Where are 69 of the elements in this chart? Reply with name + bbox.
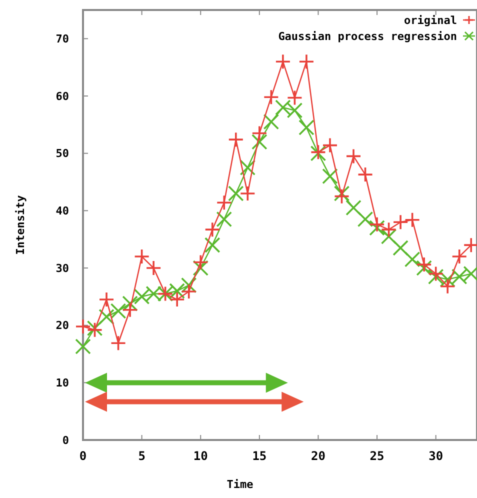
point [334,186,350,202]
point [240,160,256,176]
point [204,237,220,253]
point [369,220,385,236]
point [392,214,408,230]
point [416,260,432,276]
x-axis-title: Time [226,478,254,491]
point [263,89,280,106]
point [298,54,314,70]
point [357,166,374,182]
point [440,278,456,294]
x-tick-label: 0 [79,449,87,463]
point [392,240,408,256]
point [228,186,244,202]
point [334,188,350,204]
y-tick-label: 60 [56,90,69,103]
x-tick-label: 25 [370,449,384,463]
point [216,211,232,228]
legend-label: original [404,14,457,27]
x-tick-label: 5 [138,449,146,463]
y-tick-label: 70 [56,32,69,46]
point [286,90,303,106]
x-tick-label: 20 [310,449,326,463]
y-tick-label: 40 [56,204,69,218]
y-tick-label: 20 [56,319,69,332]
point [428,266,444,282]
point [252,134,268,150]
point [110,303,126,319]
point [75,318,91,334]
y-tick-label: 30 [56,262,69,275]
y-tick-label: 50 [56,147,69,160]
y-tick-label: 10 [56,376,69,390]
point [298,120,314,136]
point [404,252,420,268]
y-axis-title: Intensity [14,194,27,255]
point [346,200,362,216]
point [216,194,232,211]
x-tick-label: 30 [428,449,444,463]
point [192,254,209,270]
point [357,211,374,228]
point [252,125,268,142]
point [204,222,220,238]
point [380,222,397,238]
point [169,292,185,308]
point [275,54,291,70]
point [98,308,114,325]
point [75,338,91,354]
point [134,248,150,264]
point [146,260,162,276]
point [263,114,280,130]
point [110,335,126,352]
x-tick-label: 10 [193,449,208,463]
point [192,260,209,276]
point [180,284,197,300]
point [322,137,338,154]
x-tick-label: 15 [252,449,267,463]
point [322,168,338,184]
point [346,148,362,164]
y-tick-label: 0 [62,434,69,447]
point [122,302,138,318]
point [98,292,114,308]
point [416,256,432,272]
point [228,132,244,148]
point [380,228,397,244]
point [240,186,256,202]
point [451,248,468,264]
point [404,212,420,228]
legend-label: Gaussian process regression [278,30,457,43]
point [369,216,385,232]
